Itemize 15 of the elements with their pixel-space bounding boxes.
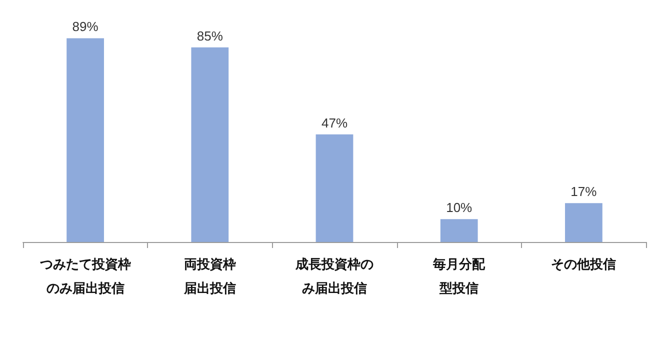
bar <box>316 134 354 242</box>
data-label: 17% <box>570 184 598 200</box>
data-label: 47% <box>321 115 348 130</box>
x-tick-label: その他投信 <box>551 256 616 272</box>
data-label: 85% <box>196 28 224 44</box>
x-tick-label: 成長投資枠のみ届出投信 <box>294 256 374 296</box>
x-tick-label: 毎月分配型投信 <box>432 256 486 296</box>
data-label: 10% <box>446 200 473 216</box>
x-tick-label: 両投資枠届出投信 <box>182 256 236 296</box>
x-tick-label: つみたて投資枠のみ届出投信 <box>38 256 131 296</box>
data-label: 89% <box>72 19 99 34</box>
bar <box>440 219 478 242</box>
bar <box>191 47 229 242</box>
bar <box>66 38 104 242</box>
bar <box>565 203 602 242</box>
